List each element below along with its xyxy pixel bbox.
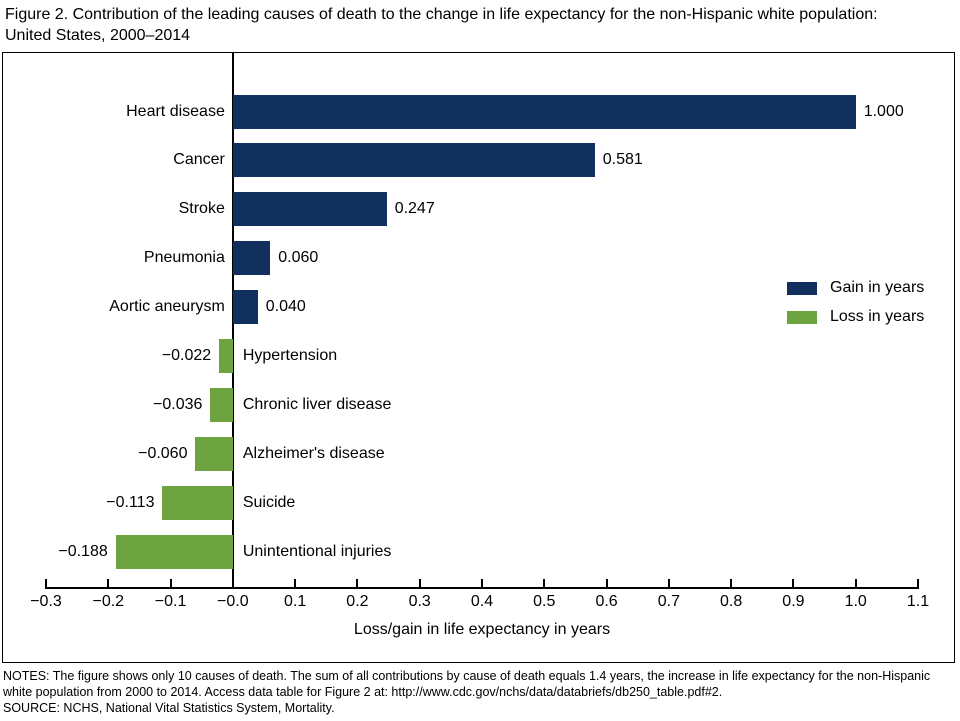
bar-category-label: Aortic aneurysm xyxy=(109,298,225,316)
x-tick-label: 0.7 xyxy=(657,593,680,610)
bar-category-label: Alzheimer's disease xyxy=(242,444,385,462)
x-tick xyxy=(667,579,670,587)
bar-category-label: Cancer xyxy=(173,151,225,169)
bar-value-label: −0.060 xyxy=(138,444,188,462)
bar xyxy=(195,436,233,471)
bar-category-label: Pneumonia xyxy=(143,249,225,267)
bar xyxy=(232,290,258,325)
legend-label: Loss in years xyxy=(830,308,925,325)
bar xyxy=(232,192,387,227)
bar xyxy=(115,534,233,569)
legend-swatch xyxy=(787,310,817,324)
chart-frame: Heart disease 1.000 Cancer 0.581 Stroke 0.247… xyxy=(2,52,955,663)
x-tick xyxy=(854,579,857,587)
legend: Gain in years Loss in years xyxy=(787,279,924,337)
notes-text: NOTES: The figure shows only 10 causes o… xyxy=(3,669,931,699)
bar-value-label: −0.188 xyxy=(58,542,108,560)
legend-label: Gain in years xyxy=(830,279,925,296)
x-tick xyxy=(730,579,733,587)
x-tick-label: 1.1 xyxy=(906,593,930,610)
x-tick-label: 0.5 xyxy=(533,593,556,610)
plot-area: Heart disease 1.000 Cancer 0.581 Stroke 0.247… xyxy=(3,53,954,662)
x-axis-title: Loss/gain in life expectancy in years xyxy=(353,621,611,638)
x-tick xyxy=(792,579,795,587)
bar-category-label: Unintentional injuries xyxy=(242,542,392,560)
x-tick xyxy=(107,579,110,587)
bar-value-label: −0.036 xyxy=(153,395,203,413)
x-tick xyxy=(543,579,546,587)
x-tick-label: −0.0 xyxy=(217,593,249,610)
bar xyxy=(162,485,233,520)
x-tick-label: −0.2 xyxy=(92,593,125,610)
x-tick-label: 1.0 xyxy=(844,593,867,610)
notes-block: NOTES: The figure shows only 10 causes o… xyxy=(3,668,953,716)
x-tick-label: 0.6 xyxy=(595,593,618,610)
x-tick xyxy=(294,579,297,587)
bar-category-label: Stroke xyxy=(178,200,225,218)
x-tick xyxy=(481,579,483,587)
bar-value-label: 0.060 xyxy=(278,249,319,267)
x-tick-label: 0.4 xyxy=(470,593,494,610)
bar-value-label: −0.022 xyxy=(161,347,212,364)
x-tick-label: −0.1 xyxy=(154,593,187,610)
x-tick-label: 0.2 xyxy=(346,593,369,610)
legend-item: Gain in years xyxy=(787,279,924,297)
x-tick-label: 0.3 xyxy=(408,593,431,610)
legend-swatch xyxy=(787,281,817,295)
source-text: SOURCE: NCHS, National Vital Statistics … xyxy=(3,701,335,715)
bar xyxy=(232,94,856,129)
bar-value-label: 0.581 xyxy=(602,151,643,169)
bar xyxy=(232,241,271,276)
bar xyxy=(232,143,595,178)
x-axis-line xyxy=(45,587,919,589)
bar-category-label: Chronic liver disease xyxy=(242,395,392,413)
x-tick xyxy=(917,579,919,587)
legend-item: Loss in years xyxy=(787,308,924,326)
x-tick-label: 0.1 xyxy=(284,593,307,610)
bar-value-label: 0.040 xyxy=(265,298,306,316)
bar-value-label: −0.113 xyxy=(106,493,155,511)
bar xyxy=(210,387,233,422)
bar-value-label: 1.000 xyxy=(863,102,904,120)
bar-value-label: 0.247 xyxy=(394,200,435,218)
bar-category-label: Heart disease xyxy=(126,102,225,120)
bar xyxy=(219,339,233,373)
x-tick xyxy=(356,579,359,587)
x-tick xyxy=(45,579,47,587)
x-tick xyxy=(418,579,421,587)
bar-category-label: Hypertension xyxy=(242,347,338,364)
x-tick xyxy=(231,579,234,587)
figure-title: Figure 2. Contribution of the leading ca… xyxy=(5,6,878,44)
x-tick-label: 0.9 xyxy=(782,593,805,610)
bar-category-label: Suicide xyxy=(242,493,296,511)
x-tick xyxy=(605,579,608,587)
x-tick-label: −0.3 xyxy=(30,593,62,610)
x-tick-label: 0.8 xyxy=(720,593,743,610)
x-tick xyxy=(169,579,172,587)
